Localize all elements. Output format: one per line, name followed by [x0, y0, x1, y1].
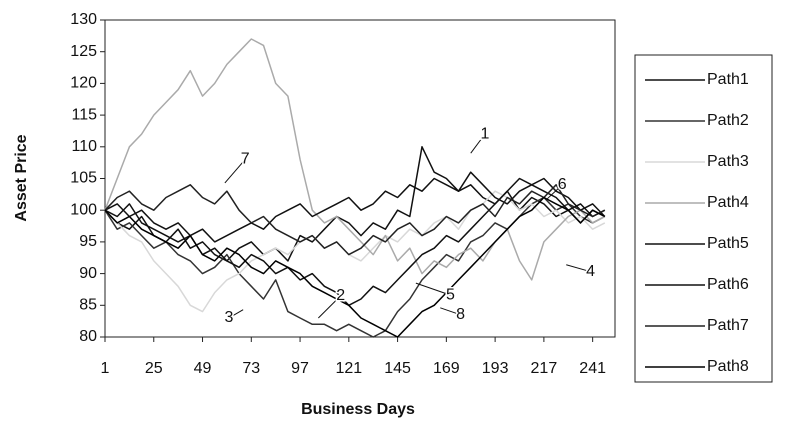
- x-tick-label: 217: [531, 360, 558, 377]
- annotation-leader: [228, 309, 244, 319]
- x-tick-label: 169: [433, 360, 460, 377]
- x-tick-label: 49: [194, 360, 212, 377]
- x-tick-label: 145: [384, 360, 411, 377]
- legend-box: [634, 54, 773, 383]
- series-line: [104, 38, 606, 281]
- x-axis-title: Business Days: [301, 401, 415, 418]
- annotation: 5: [446, 286, 455, 303]
- legend-label: Path3: [707, 153, 749, 170]
- x-tick-label: 73: [242, 360, 260, 377]
- y-tick-label: 130: [70, 11, 97, 28]
- annotation: 1: [481, 125, 490, 142]
- series-line: [104, 184, 606, 256]
- x-tick-label: 97: [291, 360, 309, 377]
- legend-label: Path7: [707, 317, 749, 334]
- y-tick-label: 90: [79, 265, 97, 282]
- y-tick-label: 125: [70, 43, 97, 60]
- y-tick-label: 85: [79, 297, 97, 314]
- y-tick-label: 120: [70, 75, 97, 92]
- x-tick-label: 25: [145, 360, 163, 377]
- annotation-leader: [440, 307, 461, 316]
- legend-label: Path8: [707, 358, 749, 375]
- series-line: [104, 171, 606, 243]
- y-axis-title: Asset Price: [13, 134, 30, 221]
- annotation: 4: [586, 263, 595, 280]
- x-tick-label: 1: [101, 360, 110, 377]
- series-line: [104, 190, 606, 313]
- annotation-leader: [317, 295, 342, 319]
- plot-area: [104, 19, 616, 338]
- y-tick-label: 115: [71, 106, 97, 123]
- x-tick-label: 241: [579, 360, 606, 377]
- y-tick-label: 100: [70, 201, 97, 218]
- annotation: 7: [241, 151, 250, 168]
- annotation-leader: [566, 264, 591, 273]
- legend-label: Path6: [707, 276, 749, 293]
- annotation-leader: [470, 133, 486, 154]
- y-tick-label: 110: [71, 138, 97, 155]
- y-tick-label: 95: [79, 233, 97, 250]
- annotation-leader: [415, 282, 451, 296]
- legend-label: Path5: [707, 235, 749, 252]
- annotation: 6: [558, 176, 567, 193]
- series-line: [104, 196, 606, 338]
- annotation: 8: [456, 306, 465, 323]
- annotation: 2: [336, 287, 345, 304]
- legend-label: Path1: [707, 71, 749, 88]
- legend-label: Path4: [707, 194, 749, 211]
- series-line: [104, 196, 606, 338]
- x-tick-label: 193: [482, 360, 509, 377]
- legend-label: Path2: [707, 112, 749, 129]
- y-tick-label: 105: [70, 170, 97, 187]
- annotation-leader: [545, 184, 563, 201]
- y-tick-label: 80: [79, 328, 97, 345]
- annotation-leader: [224, 159, 246, 184]
- x-tick-label: 121: [335, 360, 362, 377]
- series-line: [104, 146, 606, 262]
- annotation: 3: [224, 309, 233, 326]
